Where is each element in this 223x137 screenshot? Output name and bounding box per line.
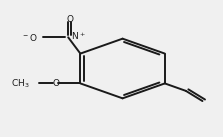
Text: CH$_3$: CH$_3$ <box>11 77 29 90</box>
Text: N$^+$: N$^+$ <box>72 31 86 42</box>
Text: O: O <box>52 79 60 88</box>
Text: $^-$O: $^-$O <box>21 32 37 43</box>
Text: O: O <box>66 15 73 24</box>
